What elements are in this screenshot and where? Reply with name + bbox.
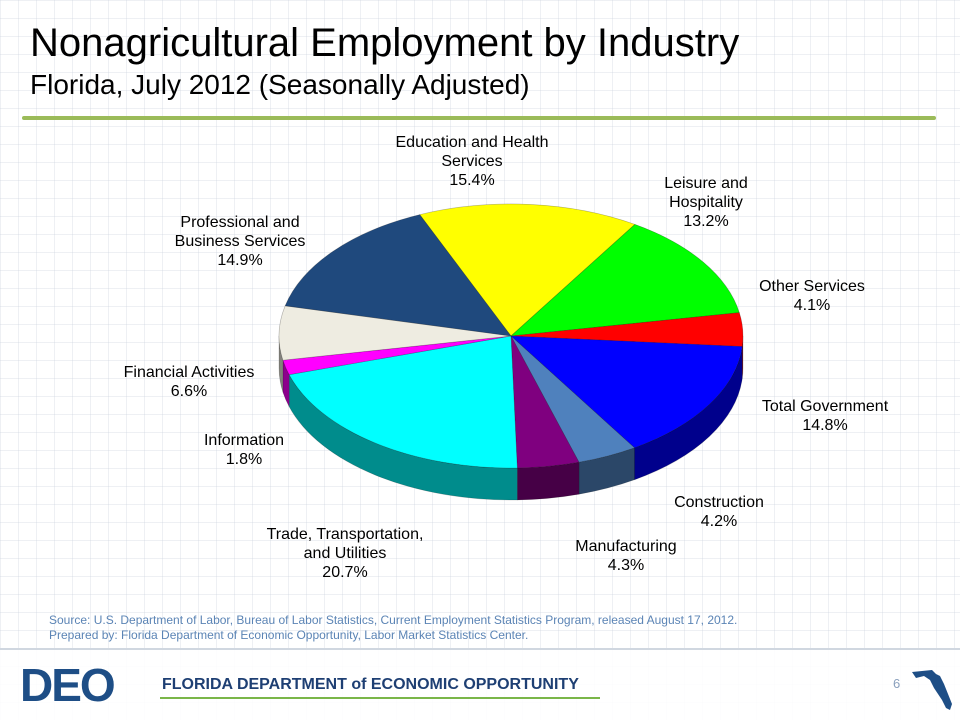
source-line: Source: U.S. Department of Labor, Bureau… [49,613,738,627]
label-other-services-line1: Other Services [759,278,865,295]
pie-chart [278,203,744,501]
label-education-line2: Services [441,153,503,170]
agency-underline [160,697,600,699]
pie-slice-manufacturing [510,335,580,469]
pie-slice-trade [288,335,518,469]
pie-slice-education [419,203,636,337]
pie-slice-information [282,335,512,376]
label-trade-value: 20.7% [322,564,368,581]
page-title: Nonagricultural Employment by Industry [30,21,740,65]
footer-bar [0,650,960,720]
label-professional: Professional and Business Services 14.9% [175,213,306,270]
label-information: Information 1.8% [204,431,284,469]
title-divider [22,116,936,120]
label-construction: Construction 4.2% [674,493,764,531]
source-note: Source: U.S. Department of Labor, Bureau… [49,613,737,643]
label-leisure-value: 13.2% [683,213,729,230]
label-trade: Trade, Transportation, and Utilities 20.… [267,525,424,582]
pie-slice-professional [284,214,512,337]
pie-slice-financial [278,305,512,361]
label-financial-value: 6.6% [170,383,208,400]
pie-slice-construction [510,335,636,463]
agency-name: FLORIDA DEPARTMENT of ECONOMIC OPPORTUNI… [162,676,579,693]
page-number: 6 [893,676,901,691]
label-information-line1: Information [203,432,285,449]
label-construction-line1: Construction [674,494,764,511]
prepared-by-line: Prepared by: Florida Department of Econo… [49,628,529,642]
label-manufacturing-value: 4.3% [607,557,645,574]
florida-outline-icon [912,670,952,710]
label-government: Total Government 14.8% [762,397,888,435]
label-government-line1: Total Government [761,398,889,415]
label-manufacturing: Manufacturing 4.3% [575,537,676,575]
label-professional-line1: Professional and [180,214,300,231]
label-information-value: 1.8% [225,451,263,468]
label-financial: Financial Activities 6.6% [124,363,255,401]
label-trade-line1: Trade, Transportation, [266,526,424,543]
pie-slice-government [510,335,743,449]
label-leisure: Leisure and Hospitality 13.2% [664,174,748,231]
label-education: Education and Health Services 15.4% [396,133,549,190]
label-construction-value: 4.2% [700,513,738,530]
deo-logo: DEO [20,659,116,711]
label-other-services-value: 4.1% [793,297,831,314]
label-government-value: 14.8% [802,417,848,434]
label-trade-line2: and Utilities [303,545,387,562]
pie-slice-other [510,312,744,347]
label-leisure-line1: Leisure and [664,175,748,192]
label-education-line1: Education and Health [395,134,549,151]
label-education-value: 15.4% [449,172,495,189]
page-subtitle: Florida, July 2012 (Seasonally Adjusted) [30,69,530,100]
footer-divider [0,648,960,650]
label-professional-line2: Business Services [174,233,306,250]
label-other-services: Other Services 4.1% [759,277,865,315]
label-professional-value: 14.9% [217,252,263,269]
pie-slice-leisure [510,224,740,337]
label-manufacturing-line1: Manufacturing [575,538,677,555]
label-financial-line1: Financial Activities [123,364,255,381]
label-leisure-line2: Hospitality [669,194,743,211]
